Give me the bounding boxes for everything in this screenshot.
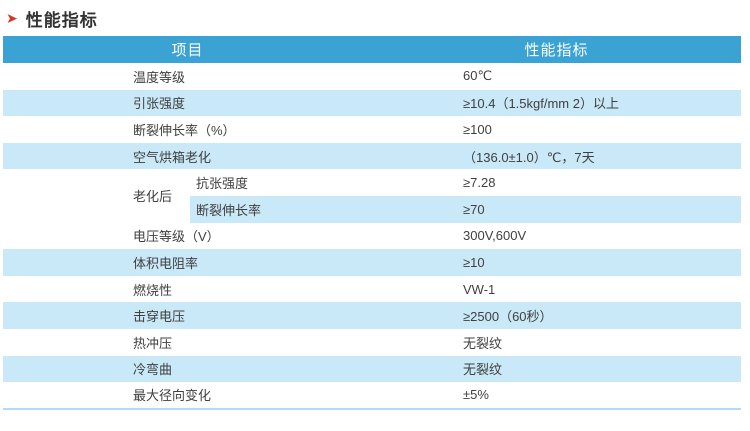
row-value: ≥70 bbox=[372, 195, 742, 223]
row-value: ±5% bbox=[463, 387, 489, 403]
table-row: 断裂伸长率 ≥70 bbox=[3, 195, 742, 223]
spec-table: 项目 性能指标 温度等级 60℃ 引张强度 ≥10.4（1.5kgf/mm 2）… bbox=[3, 36, 742, 410]
row-value: ≥10.4（1.5kgf/mm 2）以上 bbox=[372, 89, 742, 117]
row-label: 体积电阻率 bbox=[3, 249, 373, 276]
row-label: 最大径向变化 bbox=[133, 388, 212, 404]
row-label: 电压等级（V） bbox=[133, 229, 220, 245]
row-value: ≥100 bbox=[463, 121, 492, 137]
table-row: 老化后 抗张强度 ≥7.28 bbox=[3, 169, 741, 223]
row-value: 60℃ bbox=[463, 68, 493, 84]
row-value: 无裂纹 bbox=[372, 355, 742, 383]
table-row: 电压等级（V） 300V,600V bbox=[3, 223, 741, 250]
row-label: 击穿电压 bbox=[3, 302, 373, 329]
row-label: 引张强度 bbox=[3, 89, 373, 117]
row-sublabel: 断裂伸长率 bbox=[190, 195, 373, 223]
row-label: 热冲压 bbox=[133, 335, 173, 351]
table-header-row: 项目 性能指标 bbox=[3, 36, 742, 63]
table-row: 热冲压 无裂纹 bbox=[3, 329, 741, 356]
arrow-icon: ➤ bbox=[6, 10, 18, 26]
table-row: 燃烧性 VW-1 bbox=[3, 276, 741, 303]
row-value: 300V,600V bbox=[463, 228, 527, 244]
row-label: 冷弯曲 bbox=[3, 355, 373, 383]
row-group-label: 老化后 bbox=[3, 169, 190, 223]
row-sublabel: 抗张强度 bbox=[196, 176, 249, 192]
table-row: 温度等级 60℃ bbox=[3, 63, 741, 90]
row-value: （136.0±1.0）℃，7天 bbox=[372, 142, 742, 170]
table-row: 最大径向变化 ±5% bbox=[3, 382, 741, 409]
section-title: ➤ 性能指标 bbox=[0, 0, 750, 36]
table-row: 引张强度 ≥10.4（1.5kgf/mm 2）以上 bbox=[3, 89, 742, 117]
table-row: 体积电阻率 ≥10 bbox=[3, 249, 742, 276]
row-value: ≥10 bbox=[372, 249, 742, 276]
row-value: VW-1 bbox=[463, 281, 496, 297]
row-value: ≥2500（60秒） bbox=[372, 302, 742, 329]
table-row: 断裂伸长率（%） ≥100 bbox=[3, 116, 741, 143]
table-row: 击穿电压 ≥2500（60秒） bbox=[3, 302, 742, 329]
row-value: 无裂纹 bbox=[463, 335, 503, 351]
column-header-item: 项目 bbox=[3, 36, 373, 63]
row-label: 空气烘箱老化 bbox=[3, 142, 373, 170]
row-label: 断裂伸长率（%） bbox=[133, 122, 236, 138]
column-header-spec: 性能指标 bbox=[372, 36, 742, 63]
table-row: 空气烘箱老化 （136.0±1.0）℃，7天 bbox=[3, 142, 742, 170]
row-value: ≥7.28 bbox=[463, 175, 496, 191]
table-row: 冷弯曲 无裂纹 bbox=[3, 355, 742, 383]
section-title-text: 性能指标 bbox=[25, 10, 98, 30]
row-label: 燃烧性 bbox=[133, 282, 173, 298]
row-label: 温度等级 bbox=[133, 69, 186, 85]
